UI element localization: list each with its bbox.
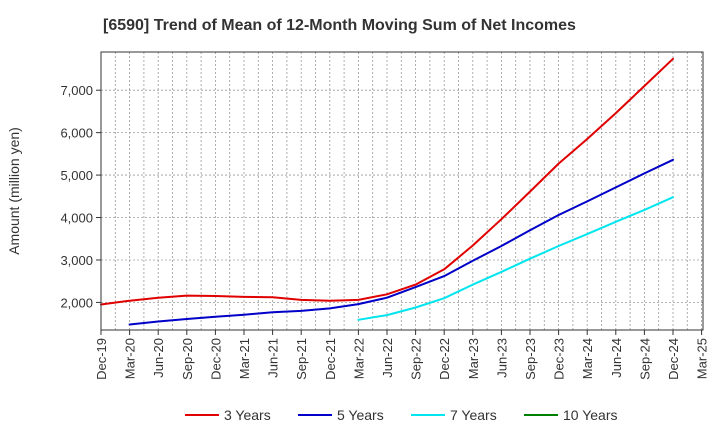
x-tick-label: Mar-24 (580, 338, 595, 379)
plot-frame (100, 51, 704, 331)
grid-lines (101, 52, 703, 330)
y-axis-ticks: 2,000 3,000 4,000 5,000 6,000 7,000 (60, 83, 101, 310)
x-tick-label: Dec-19 (94, 338, 109, 380)
x-tick-label: Dec-23 (552, 338, 567, 380)
y-tick-label: 7,000 (60, 83, 93, 98)
x-tick-label: Jun-23 (494, 338, 509, 378)
x-tick-label: Sep-24 (637, 338, 652, 380)
series-lines (100, 57, 674, 326)
series-line-7-years (357, 196, 674, 321)
x-tick-label: Sep-21 (294, 338, 309, 380)
series-line-5-years (128, 158, 674, 326)
x-tick-label: Dec-21 (323, 338, 338, 380)
x-tick-label: Jun-24 (609, 338, 624, 378)
legend: 3 Years 5 Years 7 Years 10 Years (185, 407, 618, 423)
x-tick-label: Mar-20 (123, 338, 138, 379)
y-tick-label: 2,000 (60, 295, 93, 310)
y-axis-label: Amount (million yen) (6, 127, 22, 255)
y-tick-label: 6,000 (60, 126, 93, 141)
x-tick-label: Dec-22 (437, 338, 452, 380)
y-tick-label: 5,000 (60, 168, 93, 183)
x-tick-label: Sep-20 (180, 338, 195, 380)
x-tick-label: Mar-22 (351, 338, 366, 379)
y-tick-label: 4,000 (60, 211, 93, 226)
legend-label: 3 Years (224, 407, 271, 423)
legend-label: 10 Years (563, 407, 618, 423)
x-tick-label: Jun-20 (151, 338, 166, 378)
x-tick-label: Jun-22 (380, 338, 395, 378)
chart-title: [6590] Trend of Mean of 12-Month Moving … (103, 17, 576, 34)
x-tick-label: Sep-22 (409, 338, 424, 380)
x-axis-ticks: Dec-19 Mar-20 Jun-20 Sep-20 Dec-20 Mar-21 Jun-… (94, 330, 710, 380)
legend-label: 7 Years (450, 407, 497, 423)
y-tick-label: 3,000 (60, 253, 93, 268)
series-line-3-years (100, 57, 674, 306)
x-tick-label: Mar-23 (466, 338, 481, 379)
x-tick-label: Dec-24 (666, 338, 681, 380)
x-tick-label: Mar-25 (695, 338, 710, 379)
x-tick-label: Dec-20 (208, 338, 223, 380)
x-tick-label: Sep-23 (523, 338, 538, 380)
x-tick-label: Jun-21 (266, 338, 281, 378)
legend-label: 5 Years (337, 407, 384, 423)
x-tick-label: Mar-21 (237, 338, 252, 379)
